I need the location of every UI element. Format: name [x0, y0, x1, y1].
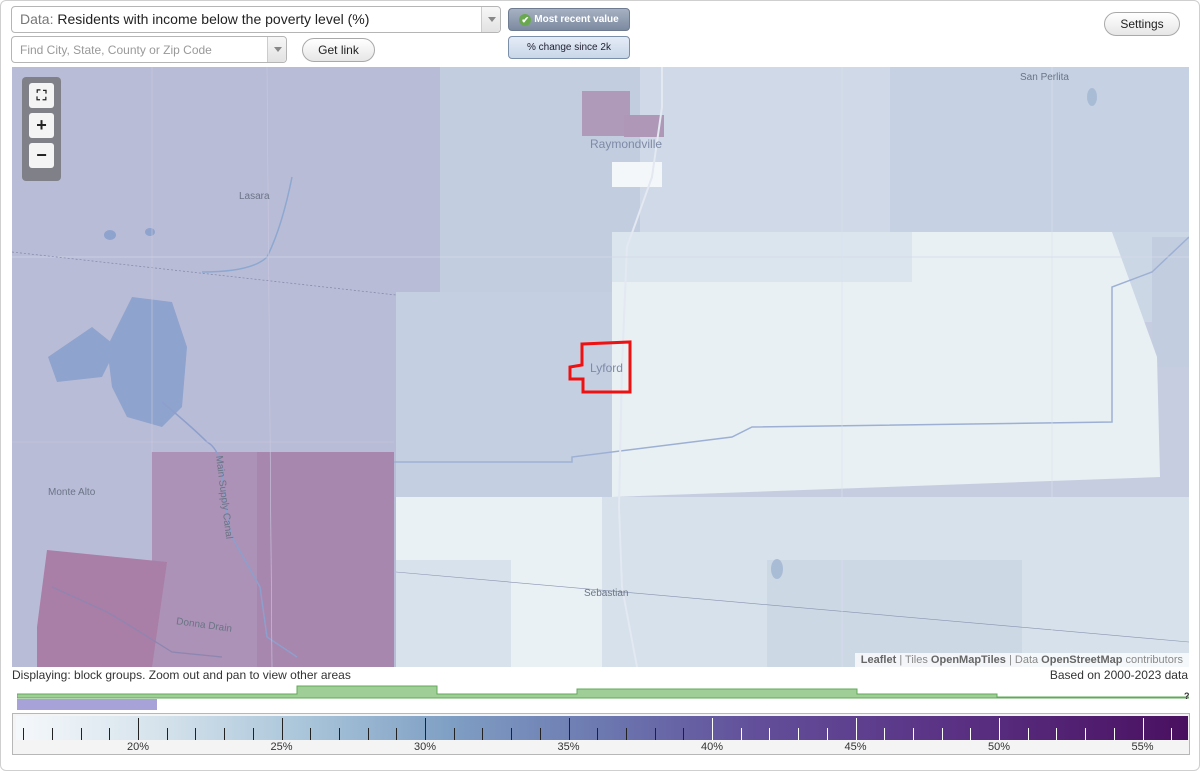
legend-minor-tick [482, 728, 484, 740]
legend-tick-label: 45% [844, 741, 867, 753]
chevron-down-icon[interactable] [481, 7, 500, 32]
most-recent-label: Most recent value [534, 14, 619, 25]
color-legend: 20% 25% 30% 35% 40% 45% 50% 55% [12, 713, 1190, 755]
attribution-text: contributors [1122, 654, 1183, 666]
legend-tick-label: 30% [413, 741, 437, 753]
legend-minor-tick [1085, 728, 1087, 740]
legend-major-tick [425, 718, 426, 740]
place-label-lyford: Lyford [590, 361, 623, 375]
legend-minor-tick [970, 728, 972, 740]
openstreetmap-link[interactable]: OpenStreetMap [1041, 654, 1123, 666]
legend-tick-label: 55% [1131, 741, 1154, 753]
legend-major-tick [712, 718, 713, 740]
legend-minor-tick [1056, 728, 1058, 740]
map-attribution: Leaflet | Tiles OpenMapTiles | Data Open… [854, 653, 1189, 667]
place-label-san-perlita: San Perlita [1020, 72, 1069, 83]
legend-minor-tick [597, 728, 599, 740]
legend-minor-tick [1027, 728, 1029, 740]
legend-minor-tick [539, 728, 541, 740]
map-canvas [12, 67, 1189, 667]
place-label-monte-alto: Monte Alto [48, 487, 96, 498]
legend-minor-tick [683, 728, 685, 740]
display-level-note: Displaying: block groups. Zoom out and p… [12, 668, 351, 682]
settings-button[interactable]: Settings [1104, 12, 1180, 36]
legend-major-tick [568, 718, 570, 740]
get-link-button[interactable]: Get link [302, 38, 375, 62]
zoom-out-button[interactable]: − [29, 143, 54, 168]
legend-minor-tick [625, 728, 627, 740]
current-range-marker [17, 699, 157, 710]
legend-minor-tick [310, 728, 312, 740]
legend-gradient [16, 716, 1188, 740]
search-input[interactable] [12, 37, 262, 62]
zoom-controls: ⛶ + − [22, 77, 61, 181]
legend-minor-tick [511, 728, 513, 740]
place-label-raymondville: Raymondville [590, 137, 663, 151]
place-label-sebastian: Sebastian [584, 588, 629, 599]
fullscreen-icon[interactable]: ⛶ [29, 83, 54, 108]
legend-minor-tick [798, 728, 800, 740]
legend-major-tick [138, 718, 139, 740]
choropleth-map[interactable]: ⛶ + − San Perlita Raymondville Lasara Ly… [12, 67, 1189, 667]
legend-minor-tick [23, 728, 25, 740]
legend-tick-label: 50% [987, 741, 1011, 753]
data-select-label: Data: [20, 11, 54, 27]
legend-major-tick [281, 718, 283, 740]
most-recent-value-toggle[interactable]: ✔ Most recent value [508, 8, 630, 31]
legend-minor-tick [912, 728, 914, 740]
attribution-text: | Tiles [896, 654, 931, 666]
legend-minor-tick [252, 728, 254, 740]
percent-change-toggle[interactable]: % change since 2k [508, 36, 630, 59]
legend-minor-tick [80, 728, 82, 740]
attribution-text: | Data [1005, 654, 1042, 666]
legend-minor-tick [367, 728, 369, 740]
legend-minor-tick [941, 728, 943, 740]
legend-minor-tick [166, 728, 168, 740]
legend-major-tick [855, 718, 857, 740]
legend-minor-tick [396, 728, 398, 740]
location-search[interactable] [11, 36, 287, 63]
data-years-note: Based on 2000-2023 data [1049, 668, 1188, 682]
legend-tick-label: 25% [270, 741, 293, 753]
zoom-in-button[interactable]: + [29, 113, 54, 138]
chevron-down-icon[interactable] [267, 37, 286, 62]
distribution-histogram: ? [17, 685, 1189, 710]
data-select[interactable]: Data: Residents with income below the po… [11, 6, 501, 33]
legend-tick-label: 40% [700, 741, 724, 753]
checkmark-icon: ✔ [519, 14, 532, 26]
legend-minor-tick [884, 728, 886, 740]
leaflet-link[interactable]: Leaflet [860, 654, 897, 666]
help-icon[interactable]: ? [1184, 691, 1189, 701]
legend-tick-label: 35% [557, 741, 580, 753]
legend-minor-tick [1171, 728, 1173, 740]
legend-major-tick [1142, 718, 1144, 740]
legend-minor-tick [51, 728, 53, 740]
place-label-lasara: Lasara [239, 191, 270, 202]
legend-minor-tick [740, 728, 742, 740]
legend-minor-tick [109, 728, 111, 740]
legend-minor-tick [338, 728, 340, 740]
legend-minor-tick [826, 728, 828, 740]
legend-minor-tick [195, 728, 197, 740]
legend-minor-tick [654, 728, 656, 740]
legend-minor-tick [1113, 728, 1115, 740]
legend-minor-tick [224, 728, 226, 740]
legend-tick-label: 20% [126, 741, 150, 753]
openmaptiles-link[interactable]: OpenMapTiles [930, 654, 1006, 666]
legend-minor-tick [769, 728, 771, 740]
legend-minor-tick [453, 728, 455, 740]
data-select-value: Residents with income below the poverty … [57, 11, 370, 27]
legend-major-tick [999, 718, 1000, 740]
